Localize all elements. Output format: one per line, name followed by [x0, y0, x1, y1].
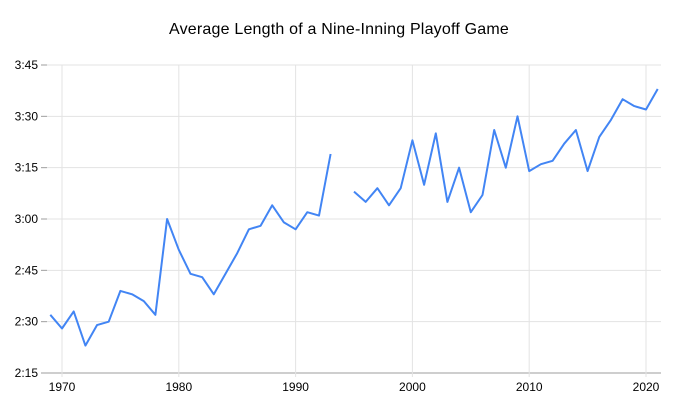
data-line-segment: [49, 153, 332, 347]
x-tick-label: 2020: [633, 380, 660, 394]
x-tick-label: 1970: [49, 380, 76, 394]
y-tick-label: 3:00: [15, 212, 39, 226]
data-line-segment: [353, 88, 659, 214]
x-tick-label: 2000: [399, 380, 426, 394]
y-tick-label: 3:30: [15, 109, 39, 123]
x-tick-label: 2010: [516, 380, 543, 394]
x-tick-label: 1990: [282, 380, 309, 394]
x-tick-label: 1980: [165, 380, 192, 394]
chart-title: Average Length of a Nine-Inning Playoff …: [169, 21, 509, 38]
y-tick-label: 2:15: [15, 366, 39, 380]
y-tick-label: 3:15: [15, 161, 39, 175]
y-tick-label: 2:30: [15, 315, 39, 329]
y-tick-label: 2:45: [15, 263, 39, 277]
y-tick-label: 3:45: [15, 58, 39, 72]
